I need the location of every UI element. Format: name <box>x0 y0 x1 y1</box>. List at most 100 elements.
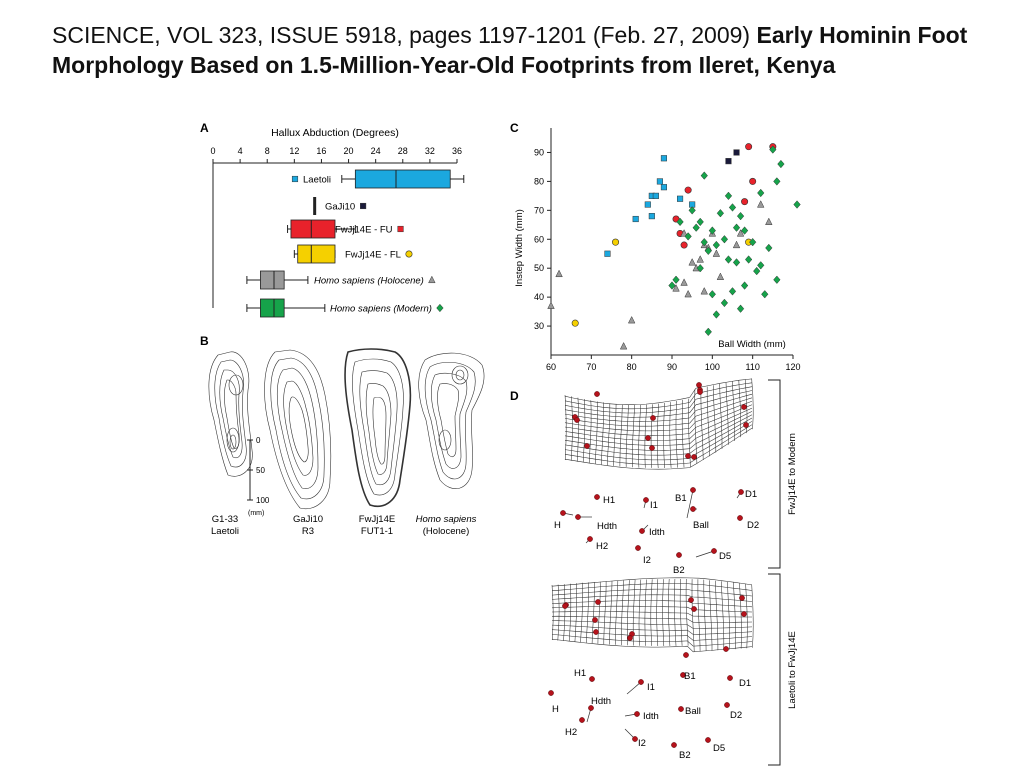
grid-line <box>644 579 647 646</box>
grid-line <box>638 579 642 646</box>
scatter-y-tick-label: 90 <box>534 147 544 157</box>
scatter-point <box>728 287 737 296</box>
scatter-points <box>547 143 801 350</box>
scale-tick-0: 0 <box>256 436 261 445</box>
box-legend-marker <box>291 175 299 183</box>
scatter-y-tick-label: 70 <box>534 205 544 215</box>
scatter-x-tick-label: 100 <box>705 362 720 372</box>
footprint-label-line2: Laetoli <box>211 526 239 537</box>
landmark-point <box>676 552 682 558</box>
scatter-point <box>696 217 704 227</box>
landmark-point <box>579 717 585 723</box>
scale-tick-100: 100 <box>256 496 270 505</box>
grid-line <box>657 403 659 469</box>
grid-line <box>681 399 685 468</box>
scatter-point <box>712 249 721 257</box>
box-series-label: FwJj14E - FL <box>345 250 401 261</box>
grid-line <box>727 581 730 650</box>
grid-line <box>706 386 710 457</box>
grid-line <box>551 611 752 618</box>
scatter-point <box>648 213 655 220</box>
scatter-point <box>740 281 749 290</box>
box-bar <box>313 197 317 215</box>
landmark-point <box>738 489 744 495</box>
scatter-y-tick-label: 40 <box>534 292 544 302</box>
landmark-point <box>737 515 743 521</box>
grid-line <box>595 401 598 465</box>
scatter-point <box>555 269 563 278</box>
box-series-label: Homo sapiens (Holocene) <box>314 276 424 287</box>
scatter-point <box>627 315 636 324</box>
box-legend-marker <box>397 225 404 233</box>
landmark-label: I2 <box>638 738 646 749</box>
scatter-point <box>725 158 732 165</box>
landmark-point <box>589 676 595 682</box>
grid-line <box>564 390 753 418</box>
grid-line <box>700 387 704 461</box>
grid-line <box>591 581 595 644</box>
scatter-point <box>660 155 667 162</box>
landmark-point <box>639 528 645 534</box>
scatter-point <box>769 145 777 154</box>
landmark-point <box>724 702 730 708</box>
grid-line <box>564 397 753 427</box>
scatter-x-tick-label: 60 <box>546 362 556 372</box>
panel-b-label: B <box>200 334 209 348</box>
grid-line <box>551 577 753 587</box>
landmark-label: Ball <box>685 706 701 717</box>
landmark-label: D2 <box>747 520 759 531</box>
landmark-point <box>638 679 644 685</box>
scale-bar: 0 50 100 (mm) <box>247 436 270 517</box>
scatter-point <box>733 149 740 156</box>
grid-line <box>613 403 617 466</box>
landmark-dot <box>592 617 598 623</box>
grid-line <box>732 381 735 442</box>
scatter-point <box>728 203 737 212</box>
landmark-label: D1 <box>739 678 751 689</box>
scatter-point <box>696 255 704 263</box>
deformation-grid-2 <box>551 577 754 653</box>
landmark-dot <box>697 389 703 395</box>
grid-line <box>557 584 560 641</box>
scale-tick-50: 50 <box>256 466 265 475</box>
scatter-point <box>704 327 712 337</box>
grid-line <box>570 396 573 461</box>
scatter-point <box>672 275 680 284</box>
landmark-point <box>671 742 677 748</box>
box-series-1: GaJi10 <box>313 197 367 215</box>
grid-line <box>694 389 698 464</box>
grid-line <box>564 421 753 461</box>
grid-line <box>586 582 589 643</box>
box-x-tick-label: 20 <box>344 146 354 156</box>
footprint-label-line2: FUT1-1 <box>361 526 393 537</box>
scatter-point <box>716 272 725 280</box>
landmark-label: D5 <box>719 551 731 562</box>
panel-a: A Hallux Abduction (Degrees) 0 4 8 12 16 20 24… <box>200 121 465 318</box>
scatter-point <box>753 266 761 276</box>
landmark-dot <box>723 646 729 652</box>
grid-line <box>745 583 748 649</box>
scatter-point <box>632 215 639 223</box>
grid-line <box>751 378 754 430</box>
landmark-point <box>643 497 649 503</box>
scatter-point <box>761 290 769 299</box>
scatter-point <box>680 229 688 237</box>
box-series-label: FwJj14E - FU <box>335 225 393 236</box>
grid-line <box>725 382 729 445</box>
box-legend-marker <box>360 202 367 210</box>
grid-line <box>709 580 713 651</box>
scatter-point <box>724 191 733 201</box>
box-legend-marker <box>405 250 413 258</box>
landmark-label: I2 <box>643 555 651 566</box>
landmark-dot <box>645 435 651 441</box>
landmark-label: Ball <box>693 520 709 531</box>
scatter-point <box>708 226 716 235</box>
grid-line <box>675 400 678 468</box>
landmark-label: Hdth <box>597 521 617 532</box>
grid-line <box>564 382 753 410</box>
scatter-y-tick-label: 80 <box>534 176 544 186</box>
scatter-y-label: Instep Width (mm) <box>514 209 525 287</box>
landmark-dot <box>650 415 656 421</box>
landmark-dot <box>562 603 568 609</box>
